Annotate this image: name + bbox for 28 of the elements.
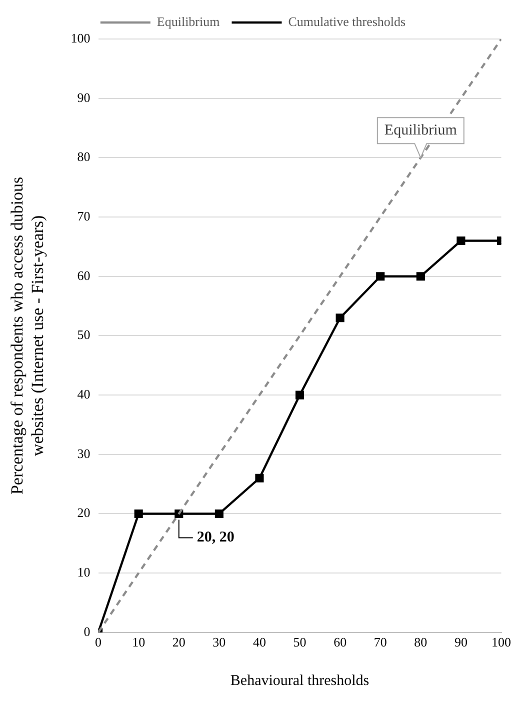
x-tick-label: 50 — [293, 634, 306, 650]
y-tick-label: 90 — [77, 90, 90, 105]
x-tick-label: 20 — [172, 634, 186, 650]
annotation: Equilibrium — [384, 122, 458, 139]
y-tick-label: 40 — [77, 386, 90, 402]
y-tick-label: 20 — [77, 505, 90, 520]
x-tick-label: 30 — [212, 634, 226, 650]
x-axis-title: Behavioural thresholds — [230, 672, 370, 689]
legend-label: Cumulative thresholds — [288, 14, 406, 29]
y-axis-title: Percentage of respondents who access dubious websites (Internet use - First-years) — [8, 176, 48, 495]
x-tick-label: 0 — [95, 634, 102, 650]
y-tick-label: 10 — [77, 564, 90, 580]
y-tick-label: 60 — [77, 268, 90, 283]
y-tick-label: 70 — [77, 208, 90, 224]
x-tick-label: 40 — [252, 634, 266, 650]
x-tick-label: 90 — [454, 634, 468, 650]
y-tick-label: 80 — [77, 149, 90, 164]
x-tick-label: 80 — [414, 634, 428, 650]
x-tick-label: 10 — [132, 634, 146, 650]
y-tick-label: 50 — [77, 327, 90, 342]
y-tick-label: 0 — [84, 624, 90, 639]
legend-label: Equilibrium — [156, 14, 220, 29]
x-tick-label: 100 — [492, 634, 511, 650]
y-tick-label: 30 — [77, 446, 90, 461]
y-tick-label: 100 — [70, 30, 90, 46]
x-tick-label: 60 — [334, 634, 347, 650]
x-tick-label: 70 — [374, 634, 387, 650]
annotation: 20, 20 — [196, 530, 234, 546]
